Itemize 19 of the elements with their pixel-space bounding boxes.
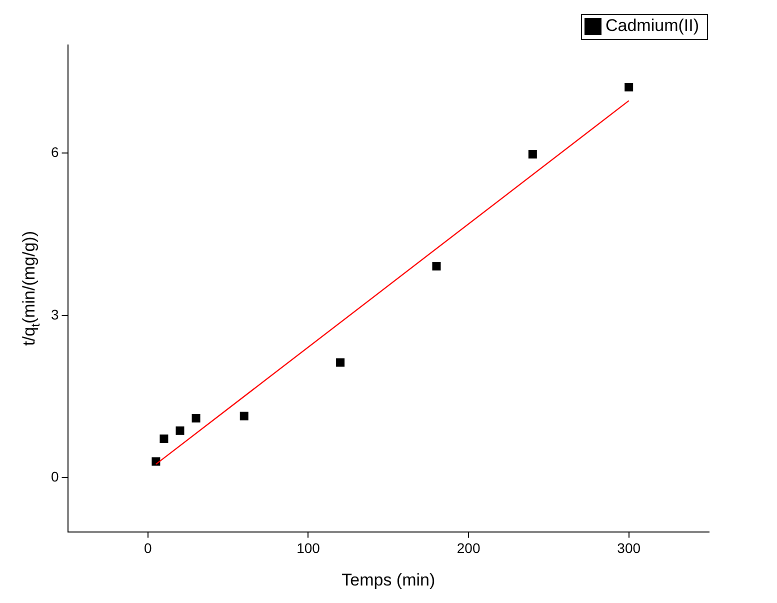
x-tick-label: 200 — [456, 540, 480, 556]
point — [528, 150, 537, 158]
x-tick-label: 300 — [617, 540, 641, 556]
point — [240, 412, 248, 420]
x-axis-title: Temps (min) — [342, 570, 436, 590]
y-tick-label: 3 — [50, 306, 59, 322]
point — [432, 262, 441, 270]
point — [152, 457, 160, 466]
y-axis-title: t/qt(min/(mg/g)) — [20, 230, 42, 346]
point — [176, 426, 184, 435]
y-tick-label: 0 — [50, 468, 59, 485]
point — [336, 358, 345, 367]
point — [160, 434, 168, 444]
point — [624, 82, 634, 92]
legend-label: Cadmium(II) — [605, 16, 700, 36]
x-tick-label: 100 — [296, 540, 320, 556]
x-tick-label: 0 — [144, 540, 152, 556]
y-tick-label: 6 — [50, 144, 59, 160]
point — [192, 414, 200, 422]
